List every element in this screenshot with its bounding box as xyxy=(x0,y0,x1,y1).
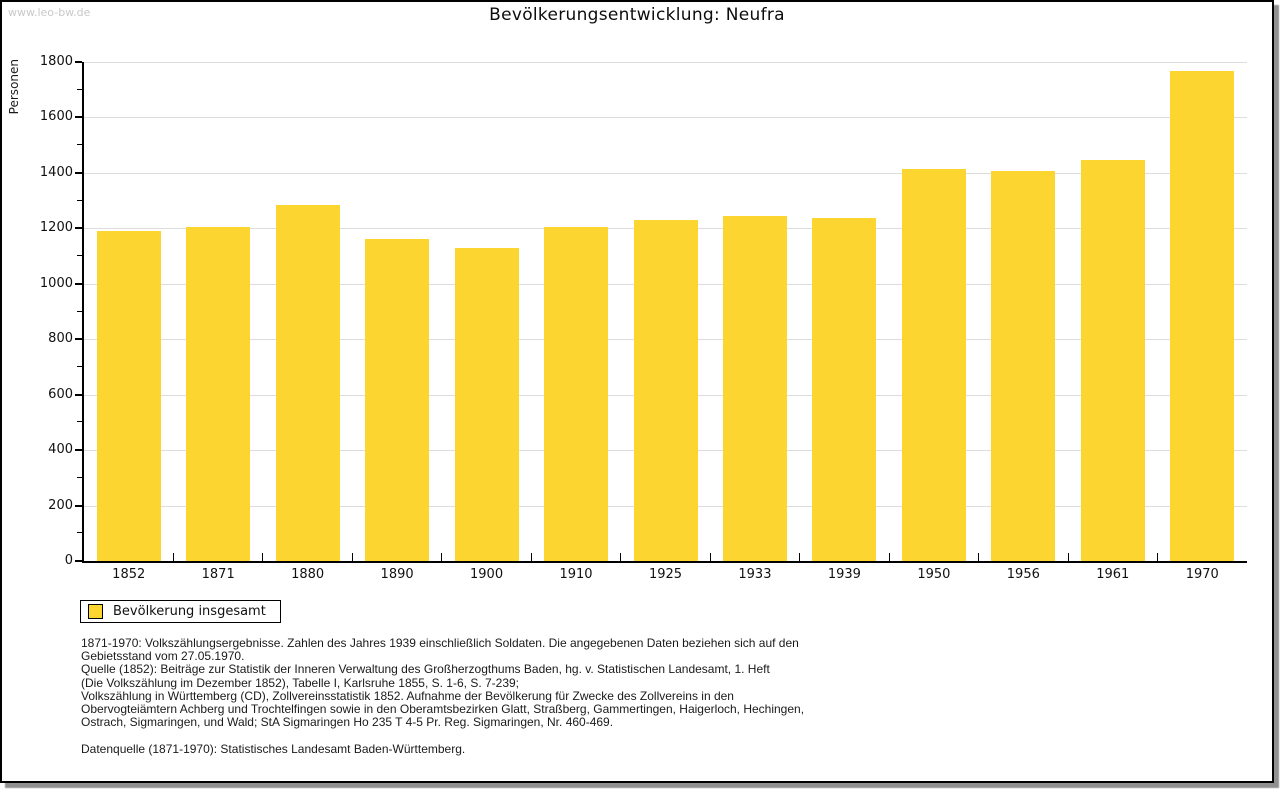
x-tick-label: 1910 xyxy=(559,567,593,582)
x-boundary-tick xyxy=(799,553,801,561)
y-major-tick xyxy=(75,282,82,285)
y-tick-label: 600 xyxy=(48,386,73,402)
bar-1890 xyxy=(365,239,430,561)
y-minor-tick xyxy=(77,144,82,146)
y-tick-label: 400 xyxy=(48,442,73,458)
y-tick-label: 1000 xyxy=(39,275,73,291)
x-boundary-tick xyxy=(530,553,532,561)
y-minor-tick xyxy=(77,88,82,90)
y-tick-label: 1200 xyxy=(39,220,73,236)
y-major-tick xyxy=(75,393,82,396)
footnote-line: Obervogteiämtern Achberg und Trochtelfin… xyxy=(81,702,805,717)
plot-area: 0 200 400 600 800 1000 1200 1400 1600 1800 1852 187… xyxy=(40,54,1247,582)
y-minor-tick xyxy=(77,310,82,312)
x-tick-label: 1956 xyxy=(1006,567,1040,582)
chart-title: Bevölkerungsentwicklung: Neufra xyxy=(489,5,785,25)
legend-label: Bevölkerung insgesamt xyxy=(113,604,266,619)
footnote-line: Quelle (1852): Beiträge zur Statistik de… xyxy=(81,662,770,677)
y-major-tick xyxy=(75,560,82,562)
x-boundary-tick xyxy=(262,553,264,561)
y-major-tick xyxy=(75,504,82,507)
x-tick-label: 1852 xyxy=(112,567,146,582)
x-boundary-tick xyxy=(1067,553,1069,561)
x-tick-label: 1880 xyxy=(291,567,325,582)
y-major-tick xyxy=(75,227,82,230)
bar-1956 xyxy=(991,171,1056,561)
x-tick-label: 1950 xyxy=(917,567,951,582)
y-major-tick xyxy=(75,116,82,119)
footnotes-block: 1871-1970: Volkszählungsergebnisse. Zahl… xyxy=(81,636,805,757)
datasource-line: Datenquelle (1871-1970): Statistisches L… xyxy=(81,742,466,757)
y-minor-tick xyxy=(77,476,82,478)
x-tick-label: 1900 xyxy=(470,567,504,582)
x-boundary-tick xyxy=(172,553,174,561)
x-boundary-tick xyxy=(441,553,443,561)
bar-1852 xyxy=(96,230,161,561)
x-boundary-tick xyxy=(888,553,890,561)
bar-1910 xyxy=(544,227,609,561)
y-minor-tick xyxy=(77,421,82,423)
y-major-tick xyxy=(75,449,82,452)
footnote-line: Gebietsstand vom 27.05.1970. xyxy=(81,649,245,664)
legend-box: Bevölkerung insgesamt xyxy=(80,600,281,623)
footnote-line: Volkszählung in Württemberg (CD), Zollve… xyxy=(81,688,734,703)
x-boundary-tick xyxy=(351,553,353,561)
bar-1925 xyxy=(633,220,698,561)
y-major-tick xyxy=(75,171,82,174)
bar-1950 xyxy=(901,169,966,561)
x-boundary-tick xyxy=(620,553,622,561)
x-tick-label: 1925 xyxy=(648,567,683,582)
legend-swatch-icon xyxy=(88,604,103,619)
x-tick-label: 1890 xyxy=(380,567,414,582)
y-tick-label: 1400 xyxy=(39,164,73,180)
bar-1939 xyxy=(812,218,877,561)
y-gridline xyxy=(84,172,1247,174)
footnote-line: 1871-1970: Volkszählungsergebnisse. Zahl… xyxy=(81,636,799,650)
y-minor-tick xyxy=(77,199,82,201)
y-gridline xyxy=(84,62,1247,63)
x-tick-label: 1970 xyxy=(1185,567,1219,582)
footnote-line: Ostrach, Sigmaringen, und Wald; StA Sigm… xyxy=(81,715,614,730)
bar-1961 xyxy=(1080,160,1145,561)
x-tick-label: 1961 xyxy=(1096,567,1130,582)
x-tick-label: 1933 xyxy=(738,567,772,582)
y-tick-label: 200 xyxy=(48,497,73,513)
x-boundary-tick xyxy=(709,553,711,561)
y-major-tick xyxy=(75,338,82,341)
y-major-tick xyxy=(75,61,82,63)
y-tick-label: 1800 xyxy=(39,54,73,69)
footnote-lines: 1871-1970: Volkszählungsergebnisse. Zahl… xyxy=(81,636,805,730)
x-boundary-tick xyxy=(1157,553,1159,561)
y-minor-tick xyxy=(77,532,82,534)
x-boundary-tick xyxy=(978,553,980,561)
bar-1970 xyxy=(1170,71,1235,561)
bar-1871 xyxy=(186,227,251,561)
watermark-leo-bw: www.leo-bw.de xyxy=(8,6,91,19)
y-tick-label: 800 xyxy=(48,331,73,347)
bar-1900 xyxy=(454,247,519,561)
y-gridline xyxy=(84,117,1247,119)
y-minor-tick xyxy=(77,255,82,257)
footnote-line: (Die Volkszählung im Dezember 1852), Tab… xyxy=(81,675,520,690)
x-tick-label: 1939 xyxy=(827,567,861,582)
y-tick-label: 0 xyxy=(64,553,73,568)
bar-1880 xyxy=(275,204,340,561)
y-axis-title: Personen xyxy=(7,59,21,115)
y-tick-label: 1600 xyxy=(39,109,73,125)
bar-1933 xyxy=(722,215,787,561)
x-tick-label: 1871 xyxy=(201,567,235,582)
y-minor-tick xyxy=(77,365,82,367)
